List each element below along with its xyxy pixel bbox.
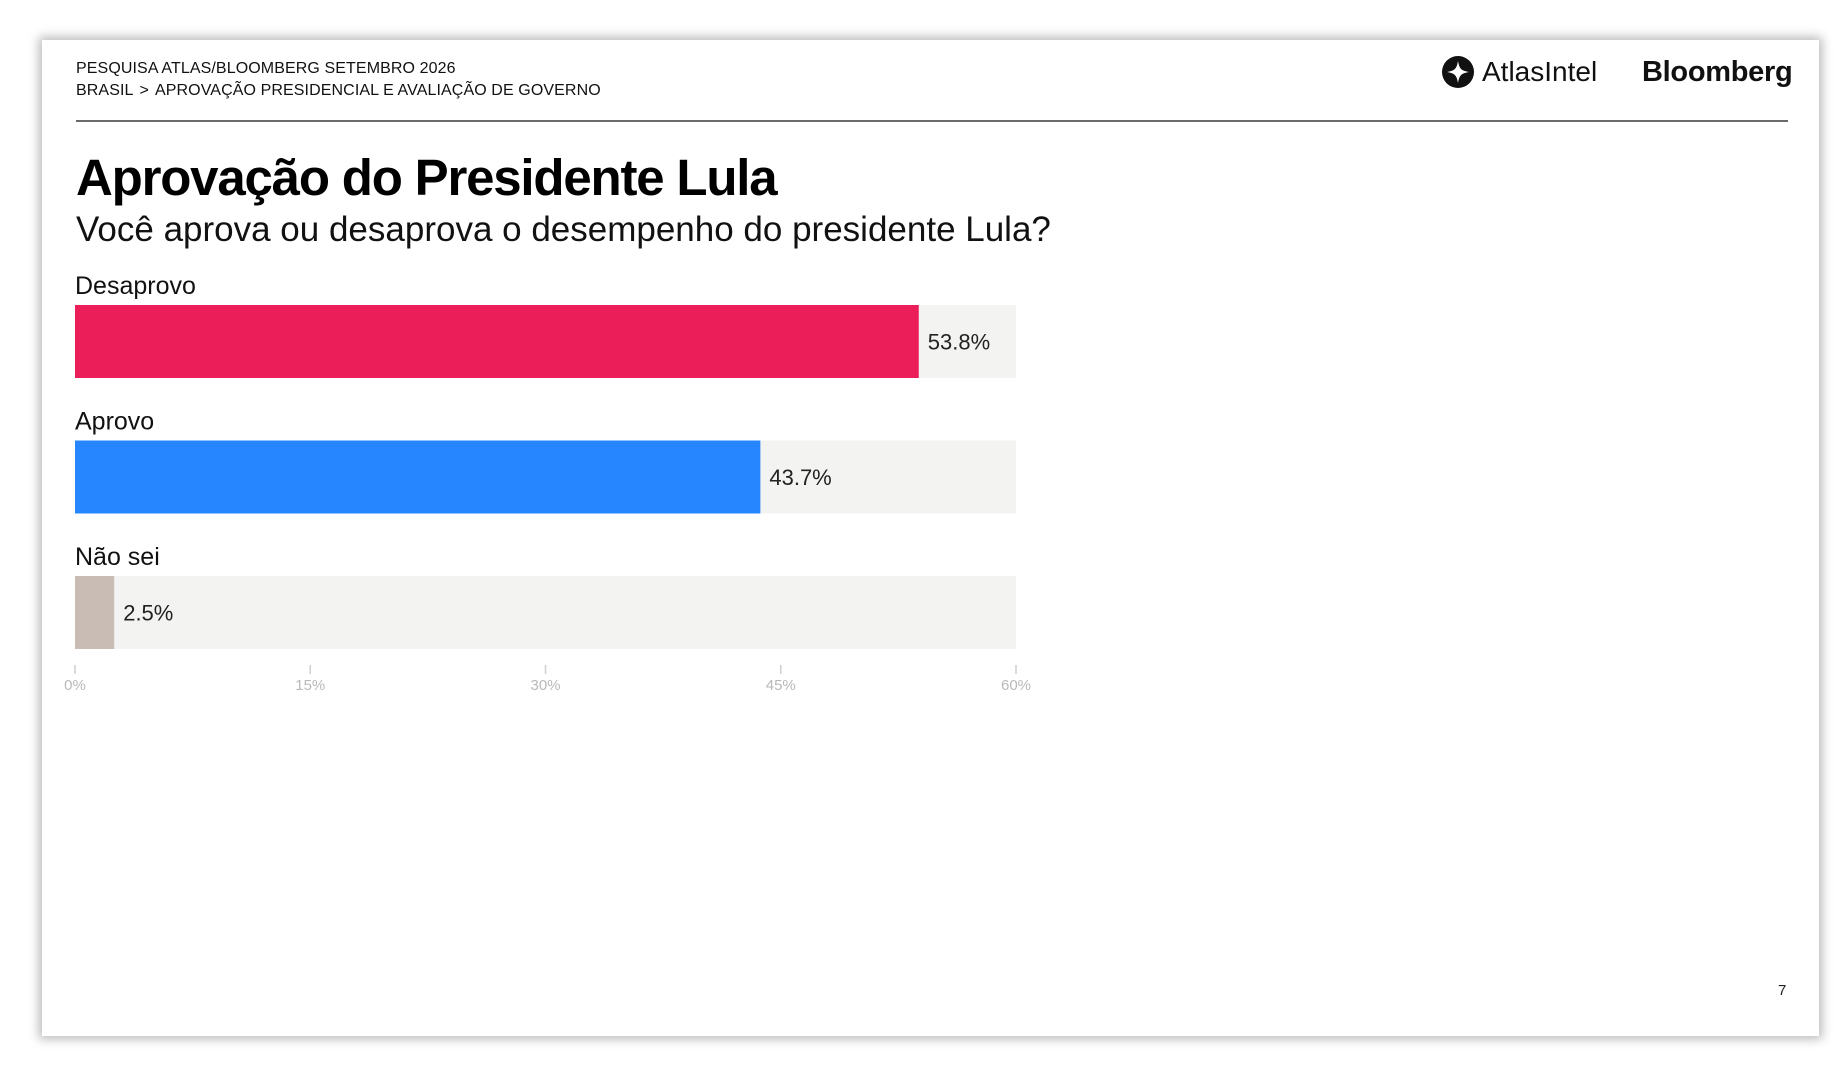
value-label: 53.8% <box>928 330 990 355</box>
x-tick-label: 0% <box>64 677 86 694</box>
page-number: 7 <box>1778 982 1787 999</box>
chart-subtitle: Você aprova ou desaprova o desempenho do… <box>76 210 1051 249</box>
category-label: Desaprovo <box>75 272 196 300</box>
breadcrumb-root: BRASIL <box>76 82 134 99</box>
x-tick-label: 30% <box>530 677 560 694</box>
header-divider <box>76 120 1788 122</box>
atlasintel-logo: AtlasIntel <box>1440 54 1597 90</box>
breadcrumb-section: APROVAÇÃO PRESIDENCIAL E AVALIAÇÃO DE GO… <box>154 82 601 99</box>
bloomberg-logo: Bloomberg <box>1642 56 1793 88</box>
category-label: Aprovo <box>75 408 154 436</box>
bar-chart: Desaprovo 53.8% Aprovo 43.7% Não sei 2.5% 0% 15… <box>64 272 1031 694</box>
breadcrumb: BRASIL > APROVAÇÃO PRESIDENCIAL E AVALIAÇÃ… <box>76 82 601 100</box>
chart-title: Aprovação do Presidente Lula <box>76 149 778 206</box>
bar <box>75 576 115 649</box>
x-tick-label: 60% <box>1001 677 1031 694</box>
bar <box>75 440 761 514</box>
bar <box>75 305 919 378</box>
x-tick-label: 45% <box>766 677 796 694</box>
slide: PESQUISA ATLAS/BLOOMBERG SETEMBRO 2026 B… <box>42 40 1819 1036</box>
value-label: 43.7% <box>769 465 831 490</box>
breadcrumb-separator: > <box>139 82 149 99</box>
value-label: 2.5% <box>123 601 173 626</box>
survey-title: PESQUISA ATLAS/BLOOMBERG SETEMBRO 2026 <box>76 60 456 77</box>
atlasintel-logo-icon <box>1442 56 1474 88</box>
category-label: Não sei <box>75 543 160 571</box>
bar-track <box>75 576 1016 649</box>
atlasintel-logo-text: AtlasIntel <box>1482 56 1598 87</box>
x-tick-label: 15% <box>295 677 325 694</box>
